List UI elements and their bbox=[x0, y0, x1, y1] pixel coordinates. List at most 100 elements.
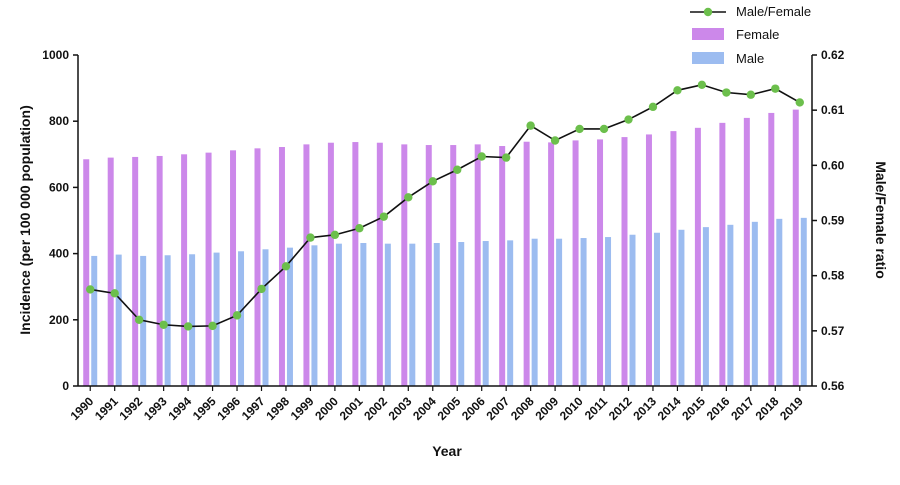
bar-male-2019 bbox=[800, 217, 807, 386]
y-axis-title: Incidence (per 100 000 population) bbox=[17, 105, 33, 335]
bar-male-1994 bbox=[189, 254, 196, 386]
ratio-line-group bbox=[86, 80, 804, 331]
bar-female-2001 bbox=[352, 142, 359, 386]
ratio-line bbox=[90, 83, 801, 328]
legend-group: Male/Female Female Male bbox=[690, 4, 811, 66]
legend-female-swatch bbox=[692, 28, 724, 40]
ratio-point-2004 bbox=[428, 177, 437, 186]
ratio-point-2014 bbox=[673, 86, 682, 95]
ratio-point-2005 bbox=[453, 165, 462, 174]
bar-male-1991 bbox=[115, 254, 122, 386]
ratio-point-1992 bbox=[134, 315, 144, 324]
ratio-point-2018 bbox=[771, 84, 780, 93]
x-tick-label: 2003 bbox=[386, 394, 415, 423]
bar-female-2018 bbox=[768, 112, 775, 387]
bar-female-2010 bbox=[572, 140, 579, 386]
y-tick-label: 0 bbox=[62, 379, 69, 393]
ratio-point-2003 bbox=[404, 193, 413, 202]
bars-group bbox=[83, 109, 807, 387]
bar-female-2002 bbox=[376, 142, 383, 386]
bar-male-1993 bbox=[164, 255, 171, 386]
bar-female-1999 bbox=[303, 144, 310, 386]
bar-male-2011 bbox=[605, 237, 612, 386]
x-tick-label: 2012 bbox=[606, 394, 635, 423]
bar-female-2019 bbox=[792, 109, 799, 387]
y2-tick-label: 0.59 bbox=[821, 214, 845, 228]
ratio-point-1998 bbox=[281, 262, 291, 271]
bar-male-2001 bbox=[360, 243, 367, 386]
x-tick-label: 1995 bbox=[190, 394, 219, 423]
bar-male-2008 bbox=[531, 238, 538, 386]
x-tick-label: 1999 bbox=[288, 394, 317, 423]
ratio-point-1997 bbox=[257, 284, 266, 294]
bar-female-2007 bbox=[499, 146, 506, 386]
bar-male-2005 bbox=[458, 242, 465, 386]
bar-female-2013 bbox=[645, 134, 652, 386]
x-tick-label: 2000 bbox=[312, 394, 341, 423]
legend-label-female: Female bbox=[736, 27, 779, 42]
x-tick-label: 1996 bbox=[214, 394, 243, 423]
bar-male-1997 bbox=[262, 249, 269, 386]
x-tick-label: 2011 bbox=[582, 394, 611, 423]
bar-male-1996 bbox=[238, 251, 245, 386]
ratio-point-2008 bbox=[526, 121, 535, 130]
bar-male-2016 bbox=[727, 224, 734, 386]
y2-tick-label: 0.61 bbox=[821, 103, 845, 117]
bar-male-1990 bbox=[91, 255, 98, 386]
x-tick-label: 2017 bbox=[728, 394, 757, 423]
x-tick-label: 2005 bbox=[435, 394, 464, 423]
x-tick-label: 2004 bbox=[410, 394, 439, 423]
ratio-point-2011 bbox=[599, 124, 609, 134]
bar-female-2005 bbox=[450, 145, 457, 386]
x-tick-label: 2019 bbox=[777, 394, 806, 423]
ratio-point-1991 bbox=[110, 289, 119, 298]
ratio-point-2009 bbox=[550, 136, 560, 145]
y2-tick-label: 0.57 bbox=[821, 324, 845, 338]
ratio-point-2019 bbox=[795, 98, 804, 107]
y2-tick-label: 0.60 bbox=[821, 158, 845, 172]
bar-male-2000 bbox=[335, 243, 342, 386]
x-axis-title: Year bbox=[432, 443, 462, 459]
x-tick-label: 1994 bbox=[165, 394, 194, 423]
ratio-point-2017 bbox=[746, 90, 756, 99]
y-tick-label: 200 bbox=[49, 313, 69, 327]
x-tick-label: 2013 bbox=[630, 394, 659, 423]
bar-male-2013 bbox=[653, 232, 660, 386]
x-tick-label: 2002 bbox=[361, 394, 390, 423]
ratio-point-1999 bbox=[306, 233, 315, 242]
bar-male-2004 bbox=[433, 243, 440, 386]
y2-axis-title: Male/Female ratio bbox=[873, 161, 889, 279]
y-tick-label: 600 bbox=[49, 180, 69, 194]
bar-female-2008 bbox=[523, 141, 530, 386]
bar-female-2009 bbox=[548, 142, 555, 386]
bar-male-2010 bbox=[580, 238, 587, 386]
ratio-point-2007 bbox=[501, 153, 511, 162]
bar-female-2016 bbox=[719, 122, 726, 386]
x-tick-label: 1991 bbox=[92, 394, 121, 423]
bar-female-1992 bbox=[132, 156, 139, 386]
bar-male-2015 bbox=[702, 227, 709, 386]
bar-male-1995 bbox=[213, 252, 220, 386]
bar-female-2004 bbox=[425, 145, 432, 386]
y2-tick-label: 0.58 bbox=[821, 269, 845, 283]
x-tick-label: 2001 bbox=[337, 394, 366, 423]
x-tick-label: 2016 bbox=[704, 394, 733, 423]
x-tick-label: 2010 bbox=[557, 394, 586, 423]
bar-female-2011 bbox=[597, 139, 604, 386]
x-tick-label: 2015 bbox=[679, 394, 708, 423]
ratio-point-2013 bbox=[648, 102, 658, 112]
bar-male-2006 bbox=[482, 241, 489, 386]
ratio-point-2000 bbox=[330, 230, 340, 240]
x-tick-label: 2006 bbox=[459, 394, 488, 423]
bar-female-2012 bbox=[621, 137, 628, 386]
bar-female-2014 bbox=[670, 131, 677, 386]
bar-female-2017 bbox=[743, 117, 750, 386]
bar-female-1991 bbox=[107, 157, 114, 386]
ratio-point-2015 bbox=[697, 80, 707, 89]
bar-female-2000 bbox=[327, 142, 334, 386]
bar-male-1998 bbox=[286, 247, 293, 386]
ratio-point-1995 bbox=[208, 321, 217, 331]
y2-tick-label: 0.62 bbox=[821, 48, 845, 62]
